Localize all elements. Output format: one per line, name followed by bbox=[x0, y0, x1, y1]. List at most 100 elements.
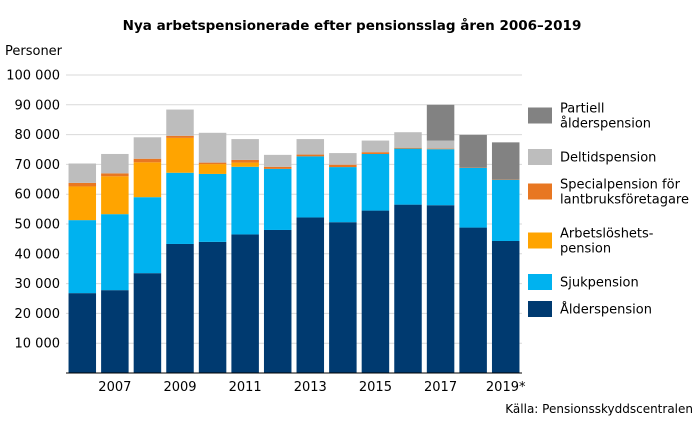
bar-segment bbox=[198, 173, 227, 242]
legend-swatch bbox=[528, 274, 552, 290]
bar-segment bbox=[198, 132, 227, 163]
legend-swatch bbox=[528, 232, 552, 249]
x-tick-labels: 2007 2009 2011 2013 2015 2017 2019* bbox=[98, 380, 526, 395]
bar-segment bbox=[263, 168, 292, 230]
legend-label: Ålderspension bbox=[560, 302, 652, 318]
bar-segment bbox=[296, 217, 325, 373]
bar-segment bbox=[394, 148, 422, 205]
legend-swatch bbox=[528, 107, 552, 124]
bar-segment bbox=[426, 148, 455, 150]
bar-segment bbox=[101, 290, 129, 373]
bar-segment bbox=[426, 140, 455, 149]
bar-segment bbox=[198, 241, 227, 373]
bar-segment bbox=[491, 179, 520, 241]
legend-label: Partiell bbox=[560, 102, 605, 117]
bar-segment bbox=[231, 139, 259, 160]
x-tick-label: 2019* bbox=[486, 380, 526, 395]
legend-swatch bbox=[528, 183, 552, 200]
bar-segment bbox=[198, 162, 227, 165]
bar-segment bbox=[166, 243, 194, 373]
bar-segment bbox=[361, 152, 390, 154]
bar-segment bbox=[101, 173, 129, 177]
bar-segment bbox=[459, 167, 487, 228]
y-tick-label: 100 000 bbox=[6, 69, 60, 84]
legend-label: Deltidspension bbox=[560, 151, 656, 166]
bars bbox=[68, 104, 520, 373]
bar-segment bbox=[329, 222, 357, 373]
bar-segment bbox=[426, 205, 455, 373]
legend-label: Specialpension för bbox=[560, 178, 681, 193]
bar-segment bbox=[133, 273, 162, 373]
y-tick-label: 40 000 bbox=[15, 247, 61, 262]
bar-segment bbox=[133, 197, 162, 274]
y-tick-label: 90 000 bbox=[15, 98, 61, 113]
legend-label: ålderspension bbox=[560, 117, 651, 132]
bar-segment bbox=[491, 240, 520, 373]
bar-segment bbox=[133, 162, 162, 198]
x-tick-label: 2017 bbox=[424, 380, 457, 395]
bar-segment bbox=[166, 172, 194, 244]
x-tick-label: 2015 bbox=[359, 380, 392, 395]
bar-segment bbox=[263, 229, 292, 373]
x-tick-label: 2007 bbox=[98, 380, 131, 395]
bar-segment bbox=[329, 153, 357, 165]
chart-title: Nya arbetspensionerade efter pensionssla… bbox=[123, 17, 582, 34]
legend-label: lantbruksföretagare bbox=[560, 193, 689, 208]
x-tick-label: 2011 bbox=[229, 380, 262, 395]
legend-label: pension bbox=[560, 242, 611, 257]
x-tick-label: 2009 bbox=[163, 380, 196, 395]
bar-segment bbox=[68, 163, 97, 183]
y-tick-label: 20 000 bbox=[15, 307, 61, 322]
bar-segment bbox=[133, 158, 162, 163]
bar-segment bbox=[491, 142, 520, 180]
y-tick-label: 80 000 bbox=[15, 128, 61, 143]
bar-segment bbox=[166, 135, 194, 138]
bar-segment bbox=[68, 186, 97, 221]
bar-segment bbox=[459, 227, 487, 373]
bar-segment bbox=[101, 214, 129, 291]
y-tick-label: 70 000 bbox=[15, 158, 61, 173]
legend-swatch bbox=[528, 149, 552, 165]
bar-segment bbox=[231, 162, 259, 167]
bar-segment bbox=[329, 164, 357, 168]
bar-segment bbox=[361, 140, 390, 153]
bar-segment bbox=[68, 182, 97, 187]
bar-segment bbox=[101, 153, 129, 174]
x-tick-label: 2013 bbox=[294, 380, 327, 395]
source-note: Källa: Pensionsskyddscentralen bbox=[505, 402, 693, 416]
legend-label: Arbetslöshets- bbox=[560, 227, 654, 242]
bar-segment bbox=[426, 149, 455, 206]
bar-segment bbox=[426, 104, 455, 141]
bar-segment bbox=[361, 153, 390, 211]
y-tick-label: 50 000 bbox=[15, 218, 61, 233]
bar-segment bbox=[101, 176, 129, 215]
bar-segment bbox=[68, 220, 97, 294]
y-tick-label: 10 000 bbox=[15, 337, 61, 352]
bar-segment bbox=[231, 166, 259, 235]
bar-segment bbox=[329, 167, 357, 223]
bar-segment bbox=[133, 137, 162, 159]
bar-segment bbox=[394, 147, 422, 149]
legend-label: Sjukpension bbox=[560, 276, 639, 291]
bar-segment bbox=[394, 204, 422, 373]
legend-swatch bbox=[528, 301, 552, 317]
bar-segment bbox=[263, 154, 292, 167]
bar-segment bbox=[459, 134, 487, 168]
bar-segment bbox=[231, 234, 259, 373]
y-tick-label: 30 000 bbox=[15, 277, 61, 292]
bar-segment bbox=[166, 109, 194, 136]
bar-segment bbox=[198, 164, 227, 174]
bar-segment bbox=[296, 139, 325, 155]
bar-segment bbox=[231, 159, 259, 163]
bar-segment bbox=[394, 132, 422, 148]
y-tick-label: 60 000 bbox=[15, 188, 61, 203]
bar-segment bbox=[166, 137, 194, 173]
bar-segment bbox=[296, 156, 325, 218]
bar-segment bbox=[68, 293, 97, 373]
y-tick-labels: 10 000 20 000 30 000 40 000 50 000 60 000 70 0… bbox=[6, 69, 60, 352]
bar-segment bbox=[361, 210, 390, 373]
bar-segment bbox=[263, 166, 292, 169]
y-axis-label: Personer bbox=[5, 44, 63, 59]
